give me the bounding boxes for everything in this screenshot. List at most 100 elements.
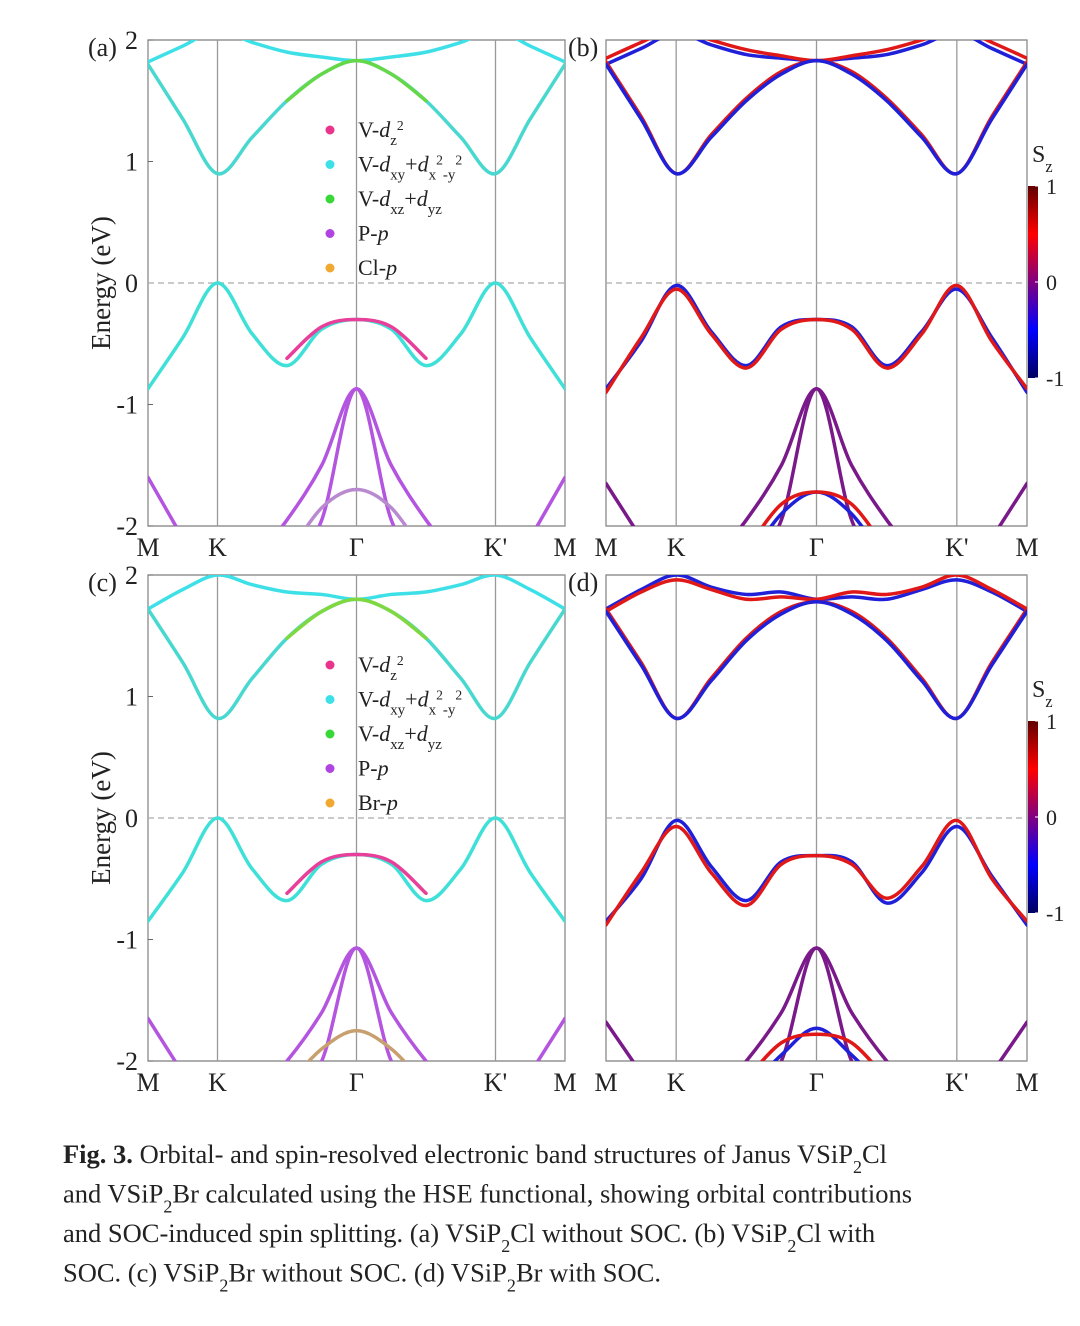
colorbar-tick-label: 1 — [1046, 709, 1057, 734]
text-segment: V- — [358, 186, 379, 211]
text-segment: P- — [358, 756, 378, 781]
text-segment: 2 — [507, 1276, 516, 1296]
legend-swatch — [325, 660, 335, 670]
text-segment: Br without SOC. (d) VSiP — [228, 1258, 507, 1288]
band — [317, 386, 396, 526]
text-segment: d — [417, 186, 429, 211]
text-segment: V- — [358, 652, 379, 677]
text-segment: d — [379, 687, 391, 712]
colorbar-tick-label: 0 — [1046, 270, 1057, 295]
band — [319, 946, 394, 1061]
text-segment: + — [404, 721, 416, 746]
x-tick-label: K' — [945, 533, 968, 562]
text-segment: V- — [358, 117, 379, 142]
legend-label: P-p — [358, 756, 389, 781]
x-tick-label: K' — [484, 1068, 507, 1097]
text-segment: + — [405, 687, 417, 712]
band — [285, 58, 428, 103]
text-segment: 2 — [455, 687, 462, 702]
band — [305, 487, 408, 526]
colorbar-tick-label: -1 — [1046, 901, 1064, 926]
text-segment: and VSiP — [63, 1179, 163, 1209]
colorbar — [1028, 186, 1038, 378]
legend-label: V-dxy+dx2-y2 — [358, 687, 462, 719]
legend-label: V-dz2 — [358, 652, 404, 684]
y-axis-label: Energy (eV) — [86, 751, 116, 885]
y-tick-label: -1 — [116, 926, 138, 955]
band — [759, 1032, 874, 1061]
x-tick-label: M — [594, 1068, 617, 1097]
colorbar-tick-label: 1 — [1046, 174, 1057, 199]
text-segment: Cl without SOC. (b) VSiP — [510, 1218, 787, 1248]
text-segment: xy — [390, 703, 405, 719]
text-segment: yz — [428, 737, 442, 753]
x-tick-label: K' — [945, 1068, 968, 1097]
text-segment: p — [376, 221, 389, 246]
legend-label: Cl-p — [358, 255, 397, 280]
x-tick-label: K — [667, 1068, 686, 1097]
text-segment: V- — [358, 721, 379, 746]
bands — [148, 575, 565, 1061]
text-segment: d — [379, 652, 391, 677]
text-segment: 2 — [436, 152, 443, 167]
colorbar-tick-label: -1 — [1046, 366, 1064, 391]
y-tick-label: 1 — [125, 148, 138, 177]
band — [285, 852, 428, 896]
text-segment: + — [405, 152, 417, 177]
band — [606, 575, 1027, 614]
text-segment: 2 — [455, 152, 462, 167]
text-segment: 2 — [397, 653, 404, 668]
bands — [606, 40, 1027, 526]
band — [606, 818, 1027, 927]
panel-label: (b) — [568, 33, 598, 62]
text-segment: yz — [428, 202, 442, 218]
y-tick-label: 1 — [125, 683, 138, 712]
text-segment: d — [418, 152, 430, 177]
text-segment: 2 — [397, 118, 404, 133]
band — [606, 58, 1027, 176]
legend-label: V-dxz+dyz — [358, 721, 442, 753]
text-segment: -y — [443, 703, 456, 719]
text-segment: x — [429, 168, 437, 184]
text-segment: p — [385, 790, 398, 815]
text-segment: -y — [443, 168, 456, 184]
y-tick-label: 2 — [125, 26, 138, 55]
text-segment: x — [429, 703, 437, 719]
colorbar-tick-label: 0 — [1046, 805, 1057, 830]
x-tick-label: Γ — [809, 1068, 824, 1097]
x-tick-label: M — [594, 533, 617, 562]
x-tick-label: Γ — [809, 533, 824, 562]
text-segment: xz — [390, 737, 404, 753]
band — [760, 490, 873, 526]
legend-label: V-dz2 — [358, 117, 404, 149]
caption-line: Fig. 3. Orbital- and spin-resolved elect… — [63, 1139, 887, 1177]
text-segment: + — [404, 186, 416, 211]
text-segment: V- — [358, 152, 379, 177]
text-segment: 2 — [787, 1236, 796, 1256]
x-tick-label: Γ — [349, 1068, 364, 1097]
caption-line: and SOC-induced spin splitting. (a) VSiP… — [63, 1218, 875, 1256]
x-tick-label: M — [136, 1068, 159, 1097]
text-segment: P- — [358, 221, 378, 246]
text-segment: Br with SOC. — [516, 1258, 661, 1288]
band — [306, 1028, 407, 1061]
bands — [148, 40, 565, 526]
text-segment: z — [390, 668, 397, 684]
band — [772, 1026, 861, 1061]
text-segment: Cl — [862, 1139, 887, 1169]
y-tick-label: -1 — [116, 391, 138, 420]
x-tick-label: M — [1015, 1068, 1038, 1097]
legend-swatch — [325, 695, 335, 704]
text-segment: 2 — [853, 1157, 862, 1177]
y-tick-label: 0 — [125, 804, 138, 833]
band — [606, 1020, 1027, 1061]
text-segment: xy — [390, 168, 405, 184]
text-segment: SOC. (c) VSiP — [63, 1258, 219, 1288]
band — [606, 481, 1027, 526]
text-segment: Br calculated using the HSE functional, … — [172, 1179, 912, 1209]
text-segment: d — [379, 186, 391, 211]
band — [776, 386, 857, 526]
band — [285, 597, 428, 640]
x-tick-label: K' — [484, 533, 507, 562]
colorbar-label: Sz — [1032, 677, 1053, 711]
